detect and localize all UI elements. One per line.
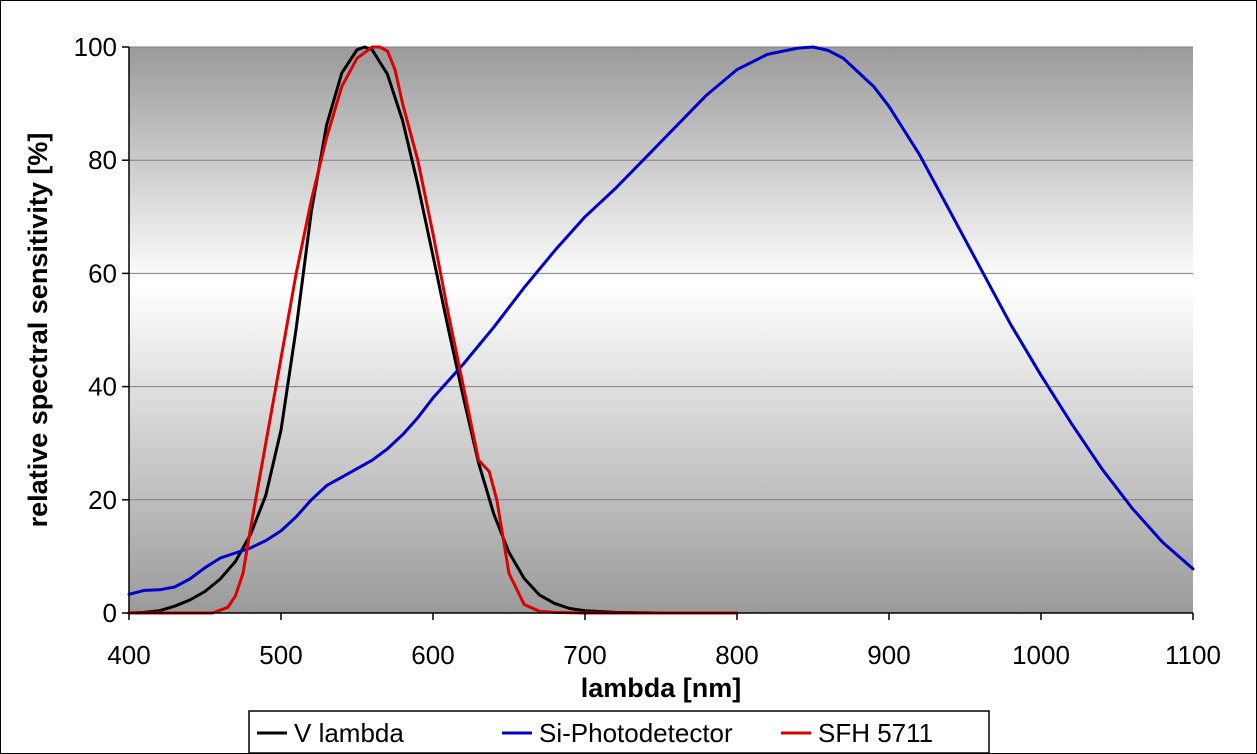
y-tick-label: 100 — [74, 32, 117, 62]
y-tick-labels: 0 20 40 60 80 100 — [74, 32, 129, 628]
y-tick-label: 60 — [88, 258, 117, 288]
plot-area — [129, 47, 1193, 613]
x-tick-label: 1100 — [1165, 640, 1221, 670]
y-tick-label: 80 — [88, 145, 117, 175]
x-tick-label: 800 — [715, 640, 758, 670]
legend-label: SFH 5711 — [818, 718, 933, 748]
series-lines — [127, 45, 1195, 615]
x-tick-label: 900 — [867, 640, 910, 670]
x-tick-label: 1000 — [1012, 640, 1070, 670]
y-tick-label: 20 — [88, 485, 117, 515]
x-tick-label: 500 — [259, 640, 302, 670]
x-tick-labels: 400 500 600 700 800 900 1000 1100 — [107, 613, 1221, 670]
y-tick-label: 0 — [103, 598, 117, 628]
legend-box — [248, 710, 990, 754]
series-line-1 — [127, 45, 1195, 596]
x-axis-title: lambda [nm] — [581, 673, 742, 703]
x-tick-label: 600 — [411, 640, 454, 670]
legend-label: V lambda — [294, 718, 404, 748]
legend-label: Si-Photodetector — [539, 718, 733, 748]
gridlines — [129, 46, 1193, 501]
x-tick-label: 700 — [563, 640, 606, 670]
y-tick-label: 40 — [88, 372, 117, 402]
series-line-2 — [127, 45, 739, 615]
legend: V lambda Si-Photodetector SFH 5711 — [248, 710, 990, 754]
y-axis-title: relative spectral sensitivity [%] — [23, 133, 53, 528]
x-tick-label: 400 — [107, 640, 150, 670]
